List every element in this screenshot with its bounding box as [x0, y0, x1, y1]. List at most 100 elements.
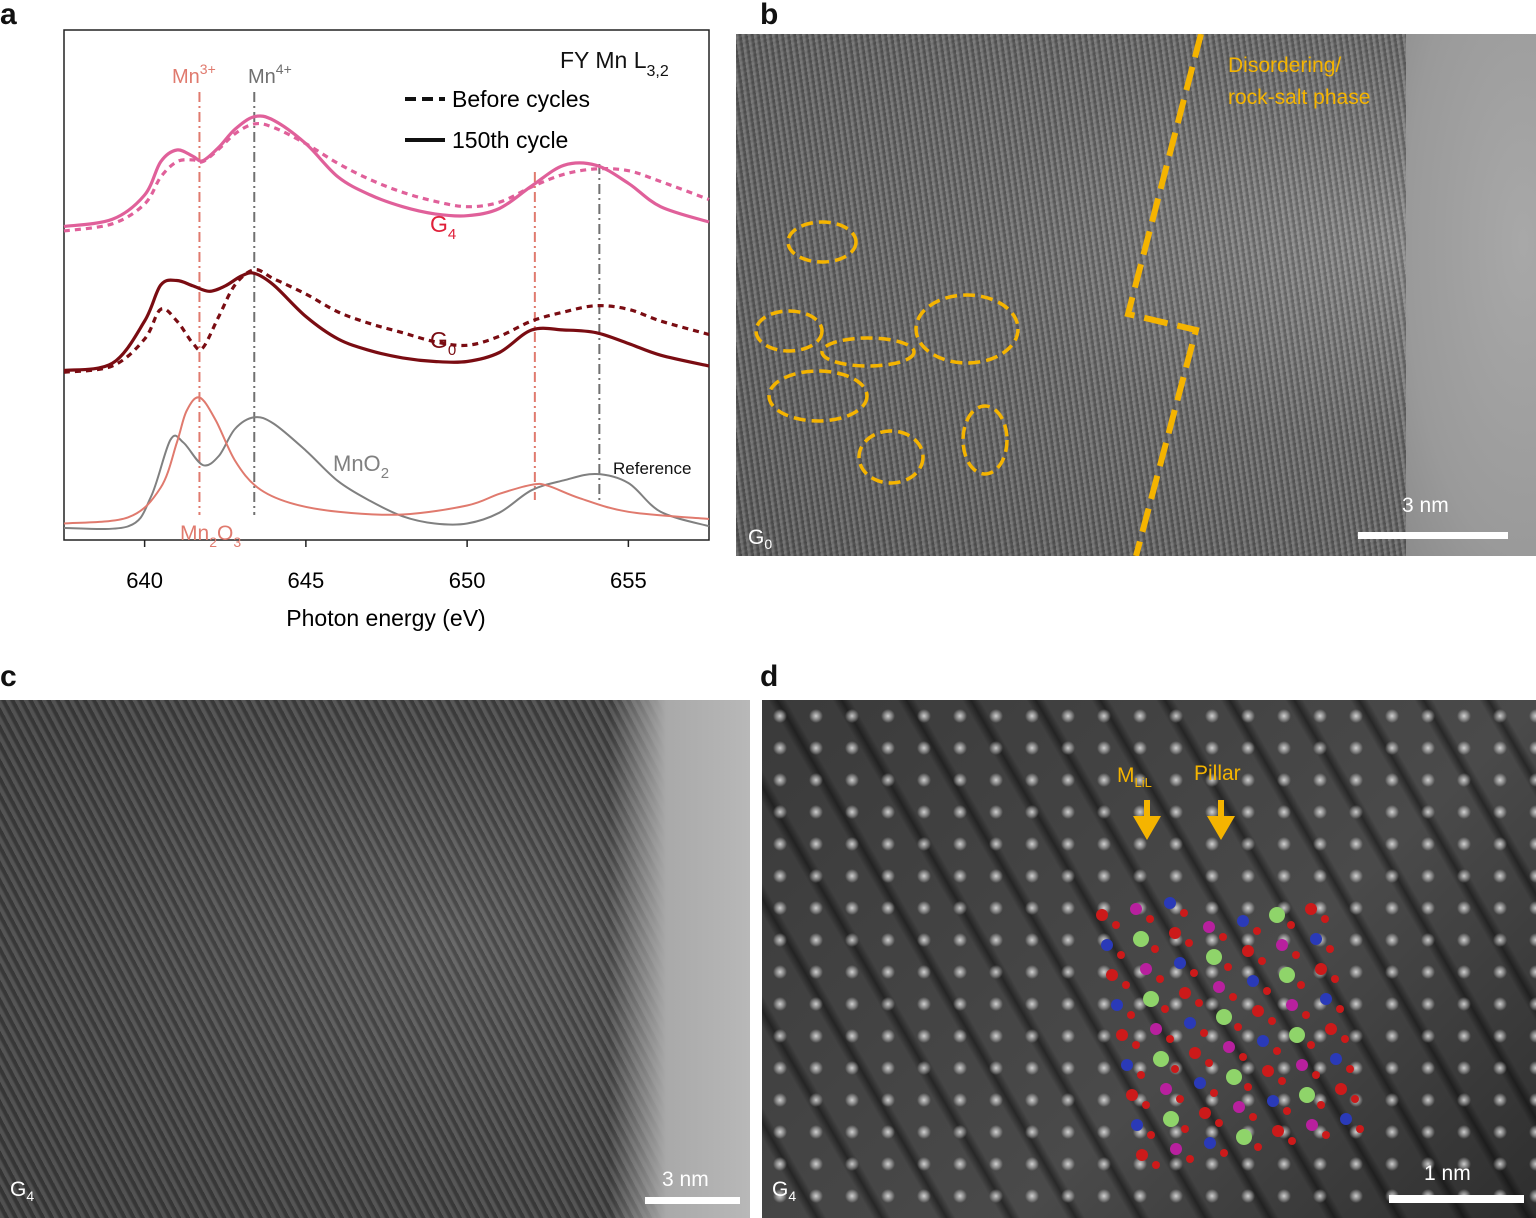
legend-dashed-label: Before cycles — [452, 86, 590, 112]
atom-marker — [1204, 1137, 1216, 1149]
oxygen-marker — [1186, 1155, 1194, 1163]
atom-marker — [1330, 1053, 1342, 1065]
scale-label: 3 nm — [662, 1168, 709, 1191]
series-line — [63, 396, 710, 525]
oxygen-marker — [1356, 1125, 1364, 1133]
defect-circle — [786, 220, 858, 264]
atom-marker — [1140, 963, 1152, 975]
arrow-label-pillar: Pillar — [1194, 762, 1241, 785]
oxygen-marker — [1287, 921, 1295, 929]
arrow-label-mlil: MLiL — [1117, 764, 1152, 791]
atom-marker — [1153, 1051, 1169, 1067]
oxygen-marker — [1152, 1161, 1160, 1169]
oxygen-marker — [1321, 915, 1329, 923]
disorder-annotation-line2: rock-salt phase — [1228, 86, 1371, 109]
haadf-image-d: MLiL Pillar 1 nm G4 — [762, 700, 1536, 1218]
atom-marker — [1143, 991, 1159, 1007]
atom-marker — [1289, 1027, 1305, 1043]
mn4-label: Mn4+ — [248, 61, 292, 88]
atom-marker — [1206, 949, 1222, 965]
atom-marker — [1169, 927, 1181, 939]
atom-marker — [1194, 1077, 1206, 1089]
oxygen-marker — [1322, 1131, 1330, 1139]
atom-marker — [1242, 945, 1254, 957]
oxygen-marker — [1312, 1071, 1320, 1079]
series-label-mno2: MnO2 — [333, 451, 389, 482]
oxygen-marker — [1146, 915, 1154, 923]
oxygen-marker — [1161, 1005, 1169, 1013]
atom-marker — [1130, 903, 1142, 915]
atom-marker — [1160, 1083, 1172, 1095]
chart-title: FY Mn L3,2 — [560, 47, 669, 80]
atom-marker — [1315, 963, 1327, 975]
series-line — [63, 114, 710, 229]
oxygen-marker — [1263, 987, 1271, 995]
atom-marker — [1179, 987, 1191, 999]
oxygen-marker — [1166, 1035, 1174, 1043]
oxygen-marker — [1297, 981, 1305, 989]
oxygen-marker — [1215, 1119, 1223, 1127]
oxygen-marker — [1220, 1149, 1228, 1157]
oxygen-marker — [1253, 927, 1261, 935]
oxygen-marker — [1278, 1077, 1286, 1085]
atom-marker — [1174, 957, 1186, 969]
atom-marker — [1340, 1113, 1352, 1125]
panel-letter-b: b — [760, 0, 779, 31]
series-label-g0: G0 — [430, 327, 456, 359]
atom-marker — [1111, 999, 1123, 1011]
scale-bar — [645, 1197, 740, 1204]
oxygen-marker — [1200, 1029, 1208, 1037]
oxygen-marker — [1234, 1023, 1242, 1031]
scale-label: 1 nm — [1424, 1162, 1471, 1185]
oxygen-marker — [1190, 969, 1198, 977]
x-axis-label: Photon energy (eV) — [286, 605, 485, 631]
sample-label: G4 — [772, 1178, 797, 1205]
oxygen-marker — [1273, 1047, 1281, 1055]
oxygen-marker — [1147, 1131, 1155, 1139]
atom-marker — [1131, 1119, 1143, 1131]
series-line — [63, 271, 710, 373]
scale-label: 3 nm — [1402, 494, 1449, 517]
sample-label: G4 — [10, 1178, 35, 1205]
arrow-mlil — [1133, 800, 1161, 840]
atom-marker — [1216, 1009, 1232, 1025]
lattice-texture — [736, 34, 1536, 556]
atom-marker — [1320, 993, 1332, 1005]
x-tick-label: 650 — [449, 568, 486, 593]
oxygen-marker — [1151, 945, 1159, 953]
oxygen-marker — [1127, 1011, 1135, 1019]
atom-marker — [1199, 1107, 1211, 1119]
atom-marker — [1096, 909, 1108, 921]
tem-image-c: 3 nm G4 — [0, 700, 750, 1218]
oxygen-marker — [1302, 1011, 1310, 1019]
atom-marker — [1164, 897, 1176, 909]
oxygen-marker — [1180, 909, 1188, 917]
oxygen-marker — [1336, 1005, 1344, 1013]
panel-letter-c: c — [0, 660, 17, 693]
atom-marker — [1116, 1029, 1128, 1041]
oxygen-marker — [1219, 933, 1227, 941]
plot-frame — [63, 29, 710, 541]
defect-circle — [754, 309, 824, 353]
oxygen-marker — [1132, 1041, 1140, 1049]
amorphous-edge — [610, 700, 750, 1218]
oxygen-marker — [1268, 1017, 1276, 1025]
oxygen-marker — [1205, 1059, 1213, 1067]
oxygen-marker — [1292, 951, 1300, 959]
oxygen-marker — [1176, 1095, 1184, 1103]
atom-marker — [1269, 907, 1285, 923]
defect-circle — [857, 429, 925, 485]
oxygen-marker — [1117, 951, 1125, 959]
crystal-structure-model — [1096, 897, 1364, 1169]
atom-marker — [1150, 1023, 1162, 1035]
oxygen-marker — [1112, 921, 1120, 929]
atom-marker — [1247, 975, 1259, 987]
mn3-label: Mn3+ — [172, 61, 216, 88]
series-line — [63, 268, 710, 374]
atom-marker — [1163, 1111, 1179, 1127]
atom-marker — [1252, 1005, 1264, 1017]
oxygen-marker — [1254, 1143, 1262, 1151]
atom-marker — [1223, 1041, 1235, 1053]
atom-marker — [1296, 1059, 1308, 1071]
oxygen-marker — [1156, 975, 1164, 983]
